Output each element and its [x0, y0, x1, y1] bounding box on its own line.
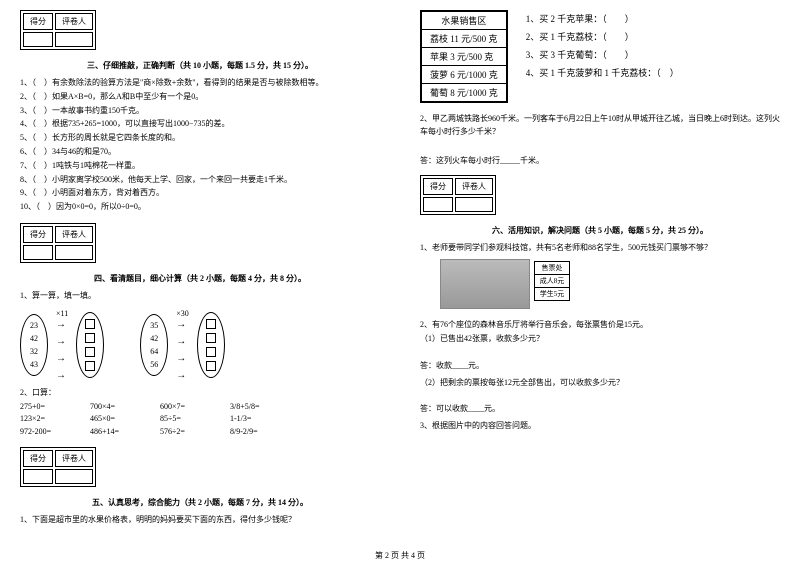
page-footer: 第 2 页 共 4 页: [0, 550, 800, 561]
train-a: 答：这列火车每小时行_____千米。: [420, 155, 780, 168]
section4-title: 四、看清题目，细心计算（共 2 小题，每题 4 分，共 8 分）。: [20, 273, 380, 284]
q4-2: 2、口算：: [20, 387, 380, 400]
q6-2c: （2）把剩余的票按每张12元全部售出，可以收款多少元？: [420, 377, 780, 390]
q5-1: 1、下面是超市里的水果价格表，明明的妈妈要买下面的东西，得付多少钱呢？: [20, 514, 380, 527]
fruit-price-table: 水果销售区 荔枝 11 元/500 克 苹果 3 元/500 克 菠萝 6 元/…: [420, 10, 508, 103]
boxes-a: [76, 312, 104, 378]
oval-b: 35426456: [140, 314, 168, 376]
q6-2b: （1）已售出42张票，收款多少元？: [420, 333, 780, 346]
score-box-4: 得分评卷人: [20, 223, 96, 263]
q4-1: 1、算一算，填一填。: [20, 290, 380, 303]
oval-diagram: 23423243 ×11 →→→→ 35426456 ×30 →→→→: [20, 309, 380, 381]
oval-a: 23423243: [20, 314, 48, 376]
section5-title: 五、认真思考，综合能力（共 2 小题，每题 7 分，共 14 分）。: [20, 497, 380, 508]
section3-title: 三、仔细推敲，正确判断（共 10 小题，每题 1.5 分，共 15 分）。: [20, 60, 380, 71]
calc-rows: 275+0=700×4=600×7=3/8+5/8= 123×2=465×0=8…: [20, 401, 380, 439]
section6-title: 六、活用知识，解决问题（共 5 小题，每题 5 分，共 25 分）。: [420, 225, 780, 236]
ticket-photo: [440, 259, 530, 309]
ticket-sign: 售票处 成人8元 学生5元: [534, 261, 570, 301]
a6-2: 答：收款____元。: [420, 360, 780, 373]
buy-list: 1、买 2 千克苹果：（ ） 2、买 1 千克荔枝：（ ） 3、买 3 千克葡萄…: [526, 10, 679, 82]
boxes-b: [197, 312, 225, 378]
train-q: 2、甲乙两城铁路长960千米。一列客车于6月22日上午10时从甲城开往乙城，当日…: [420, 113, 780, 139]
score-box-6: 得分评卷人: [420, 175, 496, 215]
a6-2c: 答：可以收款____元。: [420, 403, 780, 416]
q6-3: 3、根据图片中的内容回答问题。: [420, 420, 780, 433]
q6-1: 1、老师要带同学们参观科技馆，共有5名老师和88名学生，500元钱买门票够不够？: [420, 242, 780, 255]
q6-2a: 2、有76个座位的森林音乐厅将举行音乐会，每张票售价是15元。: [420, 319, 780, 332]
score-box-5: 得分评卷人: [20, 447, 96, 487]
section3-items: 1、（ ）有余数除法的验算方法是"商×除数+余数"，看得到的结果是否与被除数相等…: [20, 77, 380, 214]
score-box: 得分评卷人: [20, 10, 96, 50]
